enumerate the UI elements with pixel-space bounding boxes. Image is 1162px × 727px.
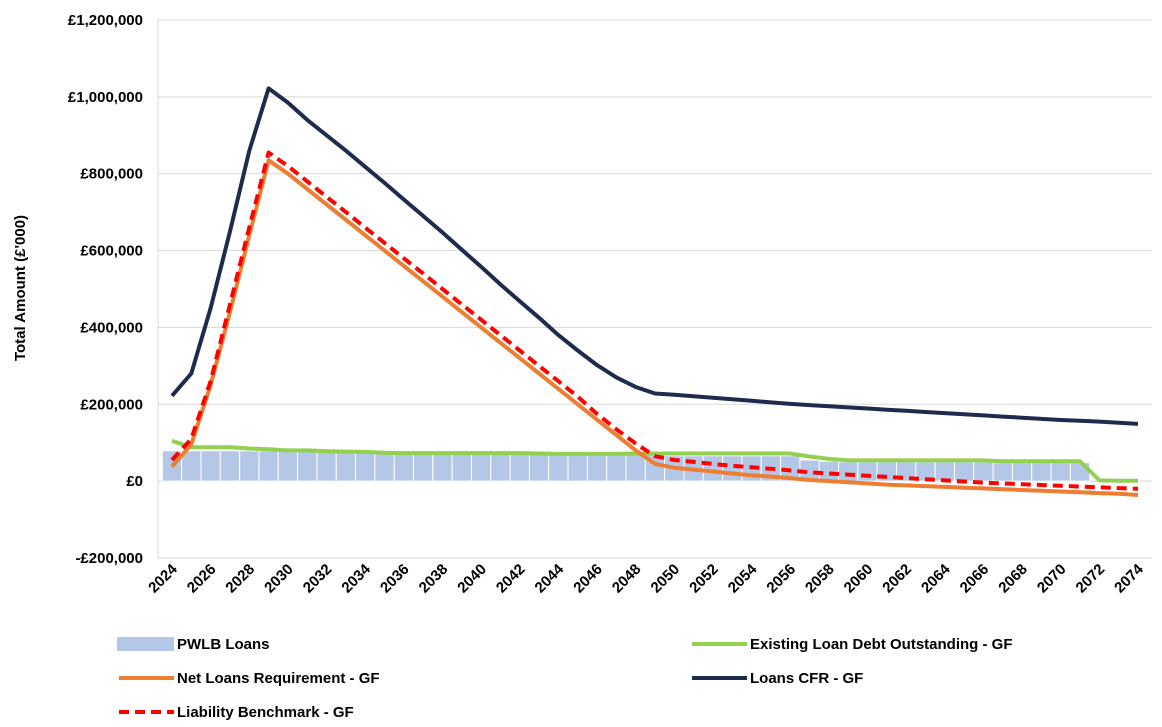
- bar: [470, 452, 492, 482]
- series-line: [170, 86, 1139, 426]
- y-axis-label: Total Amount (£'000): [12, 215, 29, 361]
- x-tick-label: 2056: [763, 561, 799, 597]
- bar: [490, 452, 511, 482]
- bar: [432, 452, 453, 482]
- x-tick-label: 2052: [686, 561, 722, 597]
- legend-swatch: [117, 637, 174, 651]
- x-tick-label: 2070: [1034, 561, 1070, 597]
- x-axis-ticks: 2024 2026 2028 2030 2032 2034 2036 2038 2040 2042…: [145, 560, 1147, 596]
- x-tick-label: 2024: [145, 560, 181, 596]
- bar: [992, 462, 1013, 482]
- x-tick-label: 2046: [570, 561, 606, 597]
- bar: [857, 461, 878, 482]
- bar: [374, 451, 395, 482]
- legend-label: Liability Benchmark - GF: [177, 704, 354, 721]
- y-tick-label: £1,200,000: [68, 12, 143, 29]
- x-tick-label: 2030: [261, 561, 297, 597]
- x-tick-label: 2072: [1073, 561, 1109, 597]
- x-tick-label: 2032: [300, 561, 336, 597]
- x-tick-label: 2058: [802, 561, 838, 597]
- bar: [567, 452, 588, 482]
- x-tick-label: 2048: [609, 561, 645, 597]
- x-tick-label: 2026: [184, 561, 220, 597]
- bar: [297, 450, 318, 482]
- bar: [1050, 462, 1071, 482]
- bar: [1031, 462, 1052, 482]
- series-line: [170, 150, 1139, 491]
- bar: [451, 452, 472, 482]
- legend-label: PWLB Loans: [177, 636, 270, 653]
- legend: PWLB Loans Existing Loan Debt Outstanding…: [117, 636, 1013, 721]
- x-tick-label: 2060: [841, 561, 877, 597]
- x-tick-label: 2050: [648, 561, 684, 597]
- bar: [258, 450, 279, 482]
- bar: [606, 452, 627, 482]
- bar: [316, 450, 337, 482]
- x-tick-label: 2042: [493, 561, 529, 597]
- y-tick-label: £600,000: [80, 243, 143, 260]
- x-tick-label: 2054: [725, 560, 761, 596]
- bar: [393, 452, 414, 482]
- series-lines: [170, 86, 1139, 497]
- bar: [413, 452, 434, 482]
- x-tick-label: 2044: [532, 560, 568, 596]
- series-line: [170, 158, 1139, 497]
- bar: [239, 450, 260, 482]
- y-tick-label: £1,000,000: [68, 89, 143, 106]
- x-tick-label: 2028: [222, 561, 258, 597]
- bar: [973, 461, 994, 482]
- bar: [219, 450, 241, 482]
- legend-label: Loans CFR - GF: [750, 670, 863, 687]
- x-tick-label: 2034: [338, 560, 374, 596]
- bar: [702, 455, 724, 482]
- bar: [548, 452, 569, 482]
- legend-label: Existing Loan Debt Outstanding - GF: [750, 636, 1013, 653]
- bar: [586, 452, 608, 482]
- bar: [838, 461, 859, 482]
- series-line: [171, 438, 1138, 483]
- bar: [355, 450, 376, 482]
- bar: [509, 452, 530, 482]
- bar: [181, 450, 202, 482]
- y-axis-ticks: -£200,000 £0 £200,000 £400,000 £600,000 £800,…: [68, 12, 143, 567]
- bar: [200, 450, 221, 482]
- y-tick-label: -£200,000: [75, 550, 143, 567]
- bar: [625, 452, 646, 482]
- y-tick-label: £400,000: [80, 319, 143, 336]
- bar: [722, 455, 743, 482]
- x-tick-label: 2036: [377, 561, 413, 597]
- x-tick-label: 2040: [454, 561, 490, 597]
- legend-label: Net Loans Requirement - GF: [177, 670, 380, 687]
- bar: [335, 450, 357, 482]
- bar: [934, 461, 955, 482]
- x-tick-label: 2074: [1111, 560, 1147, 596]
- bar: [1011, 462, 1033, 482]
- x-tick-label: 2062: [879, 561, 915, 597]
- bar: [528, 452, 550, 482]
- bar: [277, 450, 299, 482]
- x-tick-label: 2066: [957, 561, 993, 597]
- x-tick-label: 2064: [918, 560, 954, 596]
- y-tick-label: £800,000: [80, 166, 143, 183]
- x-tick-label: 2068: [995, 561, 1031, 597]
- y-tick-label: £200,000: [80, 396, 143, 413]
- bar: [953, 461, 975, 482]
- y-tick-label: £0: [126, 473, 143, 490]
- x-tick-label: 2038: [416, 561, 452, 597]
